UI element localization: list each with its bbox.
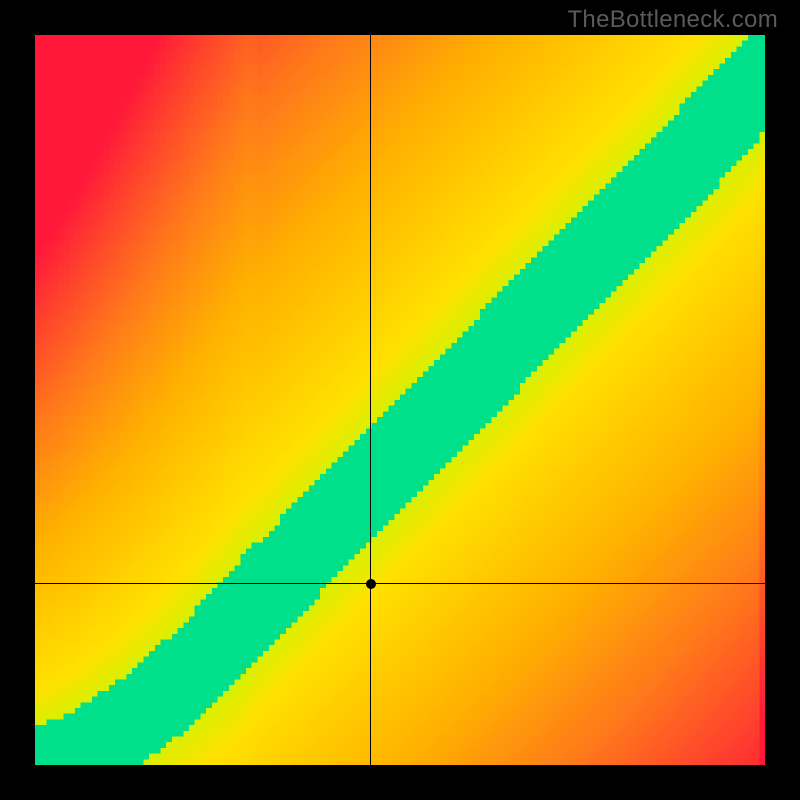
chart-frame: TheBottleneck.com xyxy=(0,0,800,800)
crosshair-horizontal xyxy=(35,583,765,584)
heatmap-canvas xyxy=(35,35,765,765)
crosshair-marker xyxy=(366,579,376,589)
heatmap-plot xyxy=(35,35,765,765)
crosshair-vertical xyxy=(370,35,371,765)
watermark-text: TheBottleneck.com xyxy=(567,6,778,34)
